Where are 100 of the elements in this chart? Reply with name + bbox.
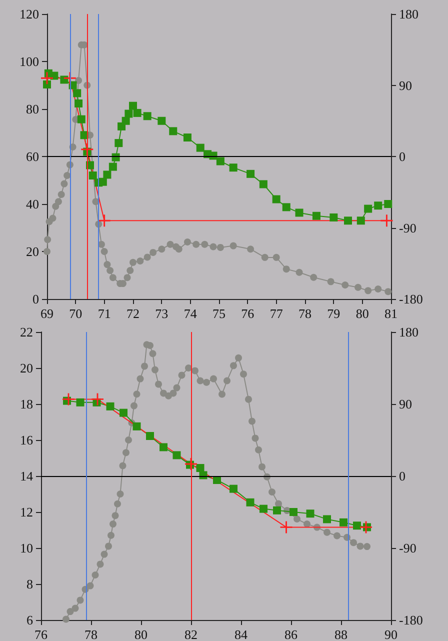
point (261, 254, 268, 261)
y-tick-label: 10 (20, 540, 33, 556)
point (124, 110, 133, 118)
point (106, 267, 114, 274)
point (330, 213, 338, 222)
point (43, 80, 51, 88)
point (98, 214, 110, 227)
x-tick-label: 80 (134, 627, 148, 641)
point (259, 180, 268, 188)
point (327, 278, 334, 286)
point (44, 248, 50, 255)
point (54, 198, 62, 206)
point (130, 258, 136, 266)
point (230, 242, 237, 250)
point (122, 116, 130, 125)
point (374, 202, 382, 210)
x-tick-label: 81 (384, 306, 398, 321)
y-tick-label: 80 (26, 102, 39, 116)
point (109, 274, 116, 282)
point (210, 243, 217, 250)
point (75, 77, 82, 84)
point (272, 195, 280, 204)
point (354, 284, 362, 291)
y-tick-label: 100 (20, 54, 39, 69)
point (246, 170, 255, 178)
point (150, 248, 157, 256)
point (146, 432, 154, 440)
x-tick-label: 90 (384, 627, 398, 641)
x-tick-label: 75 (212, 306, 226, 321)
point (104, 261, 111, 268)
y-tick-label: 12 (20, 504, 33, 520)
point (60, 76, 68, 84)
point (49, 214, 56, 222)
point (50, 72, 58, 80)
point (384, 200, 392, 208)
y-tick-label: 0 (32, 292, 39, 306)
x-tick-label: 86 (284, 627, 298, 641)
point (216, 157, 224, 166)
point (282, 203, 290, 212)
y-tick-label: 18 (20, 396, 33, 412)
point (344, 216, 352, 225)
point (129, 102, 137, 110)
point (172, 451, 181, 460)
x-tick-label: 88 (334, 627, 348, 641)
point (73, 89, 82, 98)
point (98, 178, 107, 186)
point (175, 246, 182, 253)
point (108, 162, 117, 171)
x-tick-label: 77 (270, 306, 284, 321)
point (58, 191, 65, 198)
y-tick-label: 120 (20, 6, 39, 22)
point (216, 244, 224, 251)
y2-tick-label: 180 (399, 6, 418, 22)
x-tick-label: 80 (356, 306, 369, 321)
point (192, 240, 200, 248)
point (384, 288, 392, 296)
point (158, 116, 166, 125)
point (126, 267, 134, 274)
point (158, 246, 166, 253)
y2-tick-label: -90 (399, 220, 416, 236)
point (353, 522, 361, 530)
y-tick-label: 20 (20, 360, 33, 376)
y-tick-label: 14 (20, 468, 34, 484)
point (230, 484, 238, 493)
point (282, 266, 290, 273)
point (184, 238, 191, 246)
y-tick-label: 40 (26, 196, 39, 212)
x-tick-label: 84 (234, 627, 248, 641)
x-tick-label: 69 (40, 306, 54, 321)
x-tick-label: 76 (241, 306, 255, 321)
y-tick-label: 8 (26, 576, 33, 592)
point (77, 115, 86, 124)
point (166, 240, 174, 248)
point (374, 286, 382, 293)
point (74, 99, 83, 108)
point (196, 144, 204, 152)
y2-tick-label: 0 (399, 149, 406, 164)
point (133, 108, 142, 117)
x-tick-label: 82 (184, 627, 198, 641)
y2-tick-label: -90 (399, 540, 416, 556)
point (273, 506, 281, 514)
point (100, 248, 108, 255)
point (143, 112, 152, 120)
point (201, 240, 208, 248)
x-tick-label: 78 (84, 627, 98, 641)
point (342, 281, 349, 288)
point (160, 443, 168, 452)
point (247, 246, 254, 253)
point (114, 139, 123, 148)
y2-tick-label: 90 (399, 78, 412, 93)
point (306, 510, 314, 518)
x-tick-label: 72 (126, 306, 140, 321)
x-tick-label: 76 (34, 627, 48, 641)
point (169, 127, 178, 136)
point (88, 172, 97, 180)
point (364, 204, 372, 213)
point (260, 504, 268, 513)
point (120, 408, 128, 417)
x-tick-label: 70 (69, 306, 82, 321)
point (323, 515, 331, 524)
